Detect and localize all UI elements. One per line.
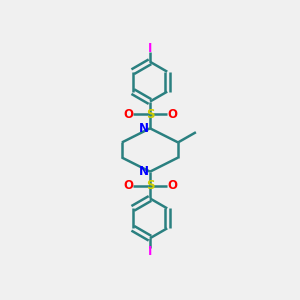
Text: O: O: [167, 108, 177, 121]
Text: S: S: [146, 108, 154, 121]
Text: O: O: [123, 108, 133, 121]
Text: N: N: [138, 165, 148, 178]
Text: I: I: [148, 42, 152, 55]
Text: O: O: [167, 179, 177, 192]
Text: O: O: [123, 179, 133, 192]
Text: S: S: [146, 179, 154, 192]
Text: I: I: [148, 245, 152, 258]
Text: N: N: [138, 122, 148, 135]
